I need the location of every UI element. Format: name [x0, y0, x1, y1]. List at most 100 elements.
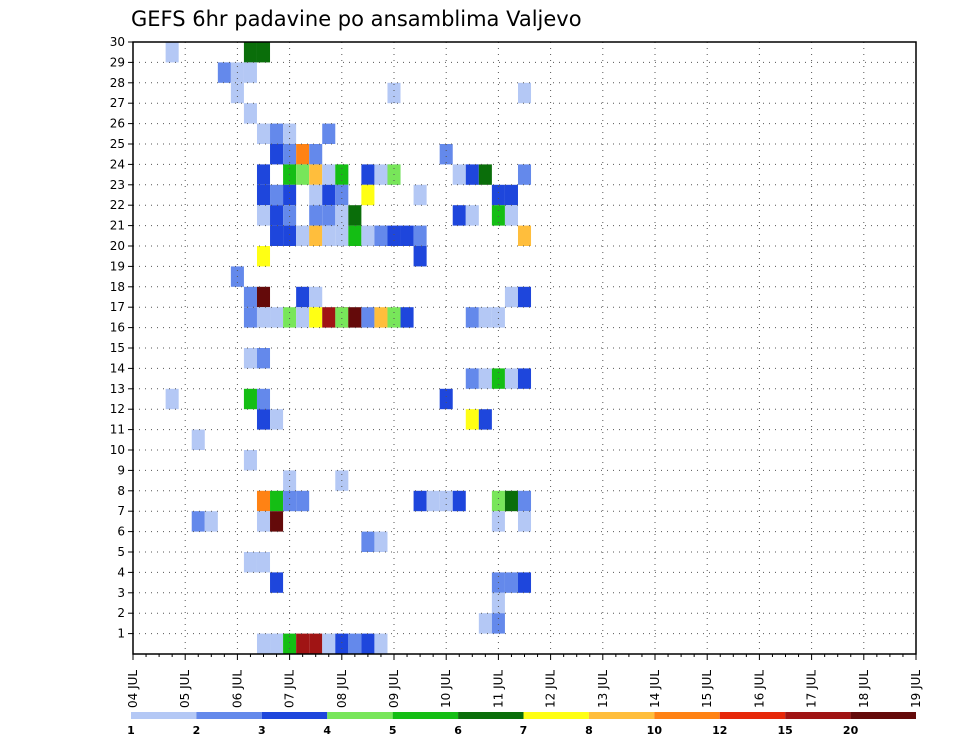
data-cell [361, 531, 375, 552]
data-cell [256, 164, 271, 185]
data-cell [270, 307, 284, 328]
data-cell [491, 592, 505, 614]
legend-label: 6 [454, 724, 462, 737]
legend-label: 15 [778, 724, 793, 737]
data-cell [296, 225, 310, 246]
data-cell [465, 368, 479, 389]
data-cell [256, 307, 271, 328]
data-cell [361, 164, 375, 185]
data-cell [283, 144, 297, 165]
data-cell [165, 388, 179, 410]
legend-label: 3 [258, 724, 266, 737]
data-cell [309, 307, 323, 328]
data-cell [478, 164, 492, 185]
data-cell [361, 184, 375, 206]
data-cell [256, 490, 271, 512]
y-tick-label: 6 [117, 525, 125, 539]
data-cell [322, 205, 336, 226]
data-cell [165, 42, 179, 63]
x-tick-label: 15 JUL [700, 670, 714, 708]
data-cell [296, 633, 310, 654]
data-cell [504, 490, 518, 512]
y-tick-label: 14 [110, 361, 125, 375]
legend-label: 8 [585, 724, 593, 737]
data-cell [256, 246, 271, 267]
y-tick-label: 21 [110, 219, 125, 233]
data-cell [309, 205, 323, 226]
legend-swatch [261, 712, 328, 719]
y-tick-label: 28 [110, 76, 125, 90]
data-cell [387, 225, 401, 246]
y-tick-label: 16 [110, 321, 125, 335]
data-cell [335, 633, 349, 654]
data-cell [452, 205, 466, 226]
data-cell [256, 42, 271, 63]
data-cell [504, 572, 518, 593]
data-cell [374, 307, 388, 328]
data-cell [204, 511, 218, 532]
y-tick-label: 7 [117, 504, 125, 518]
data-cell [478, 368, 492, 389]
data-cell [504, 286, 518, 308]
data-cell [243, 62, 257, 83]
data-cell [452, 490, 466, 512]
data-cell [309, 633, 323, 654]
data-cell [361, 225, 375, 246]
legend-swatch [850, 712, 916, 719]
data-cell [478, 613, 492, 634]
data-cell [243, 42, 257, 63]
legend-swatch [588, 712, 655, 719]
y-tick-label: 10 [110, 443, 125, 457]
data-cell [504, 184, 518, 206]
color-legend: 1 2 3 4 5 6 7 8 10 12 15 20 [127, 712, 916, 737]
x-tick-label: 16 JUL [752, 670, 766, 708]
x-tick-label: 18 JUL [857, 670, 871, 708]
data-cell [243, 388, 257, 410]
data-cell [517, 368, 532, 389]
x-tick-label: 09 JUL [387, 670, 401, 708]
data-cell [322, 307, 336, 328]
data-cell [256, 205, 271, 226]
data-cell [283, 205, 297, 226]
data-cell [283, 184, 297, 206]
data-cells [165, 42, 532, 654]
data-cell [387, 307, 401, 328]
data-cell [191, 429, 205, 450]
data-cell [335, 225, 349, 246]
data-cell [296, 307, 310, 328]
y-tick-label: 4 [117, 565, 125, 579]
data-cell [413, 184, 427, 206]
data-cell [452, 164, 466, 185]
legend-label: 20 [843, 724, 859, 737]
data-cell [374, 531, 388, 552]
data-cell [309, 286, 323, 308]
data-cell [270, 144, 284, 165]
data-cell [256, 552, 271, 573]
legend-label: 1 [127, 724, 135, 737]
data-cell [243, 307, 257, 328]
data-cell [478, 409, 492, 430]
legend-swatch [523, 712, 589, 719]
legend-swatch [196, 712, 262, 719]
legend-swatch [131, 712, 197, 719]
data-cell [491, 511, 505, 532]
data-cell [478, 307, 492, 328]
data-cell [348, 225, 362, 246]
data-cell [309, 164, 323, 185]
legend-swatch [458, 712, 524, 719]
data-cell [256, 286, 271, 308]
data-cell [296, 286, 310, 308]
y-tick-label: 11 [110, 423, 125, 437]
y-tick-label: 23 [110, 178, 125, 192]
data-cell [335, 205, 349, 226]
data-cell [283, 225, 297, 246]
y-tick-label: 27 [110, 96, 125, 110]
x-tick-label: 11 JUL [491, 670, 505, 708]
data-cell [517, 225, 532, 246]
x-tick-label: 12 JUL [544, 670, 558, 708]
data-cell [256, 184, 271, 206]
y-axis: 1234567891011121314151617181920212223242… [110, 35, 133, 641]
y-tick-label: 2 [117, 606, 125, 620]
data-cell [270, 572, 284, 593]
